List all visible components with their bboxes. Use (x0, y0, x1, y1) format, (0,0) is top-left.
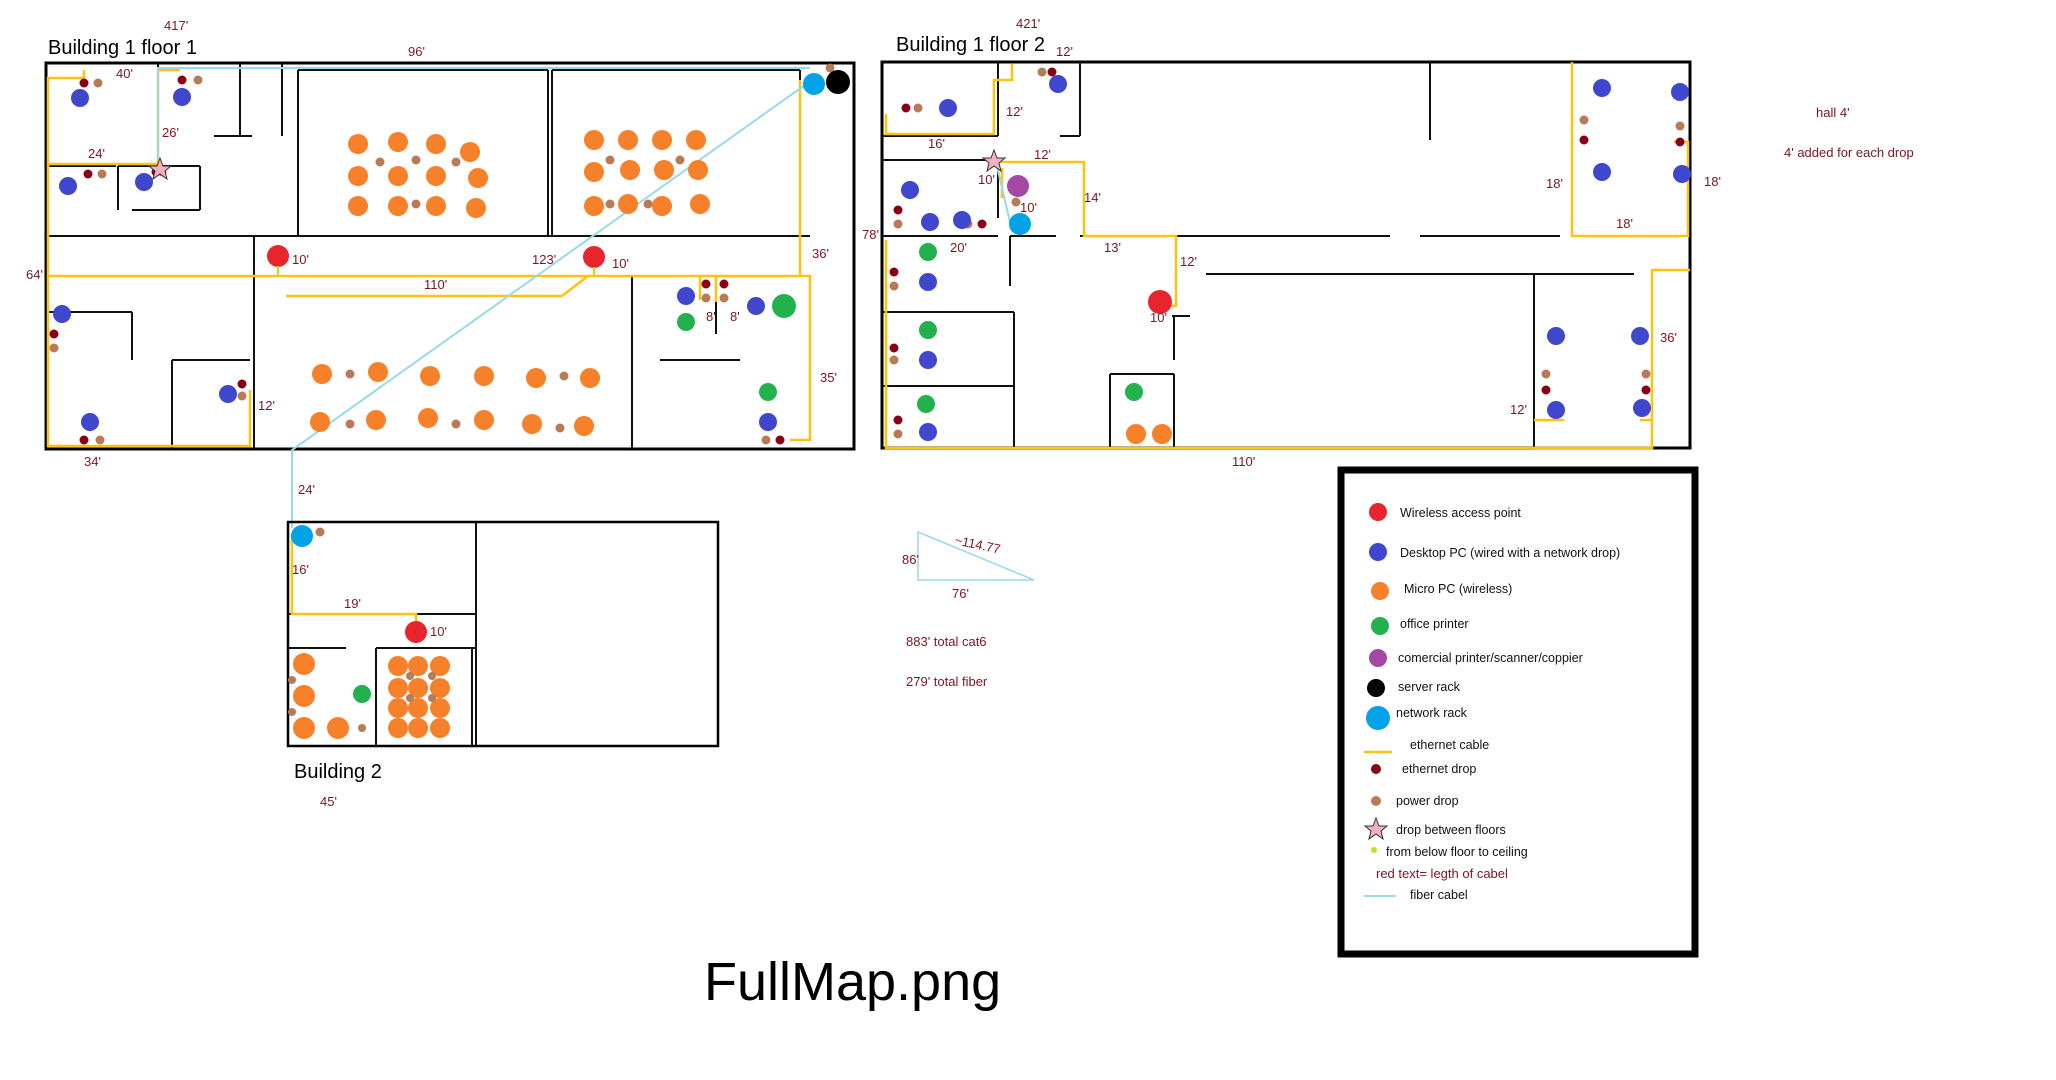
legend-label: ethernet cable (1410, 738, 1489, 752)
server-rack-icon (1367, 679, 1385, 697)
legend-label: server rack (1398, 680, 1461, 694)
dim-label: 19' (344, 596, 361, 611)
per-drop-note: 4' added for each drop (1784, 145, 1914, 160)
dim-label: 18' (1704, 174, 1721, 189)
dim-label: 123' (532, 252, 556, 267)
legend-label: office printer (1400, 617, 1469, 631)
dimension-labels-b2: 16' 19' 10' (292, 562, 447, 639)
dim-label: 16' (928, 136, 945, 151)
dim-label: 36' (1660, 330, 1677, 345)
dim-label: 14' (1084, 190, 1101, 205)
micro-pc-icon (1371, 582, 1389, 600)
legend-label: red text= legth of cabel (1376, 866, 1508, 881)
hall-note: hall 4' (1816, 105, 1850, 120)
dim-label: 24' (298, 482, 315, 497)
dim-label: 8' (730, 309, 740, 324)
triangle-side-b: 76' (952, 586, 969, 601)
legend-label: network rack (1396, 706, 1468, 720)
wireless-ap-icon (1369, 503, 1387, 521)
dim-label: 12' (1056, 44, 1073, 59)
fiber-triangle: ~114.77 86' 76' (902, 530, 1035, 601)
dim-label: 18' (1616, 216, 1633, 231)
legend-label: power drop (1396, 794, 1459, 808)
total-cat6: 883' total cat6 (906, 634, 987, 649)
dim-label: 36' (812, 246, 829, 261)
network-rack-icon (1366, 706, 1390, 730)
dim-label: 34' (84, 454, 101, 469)
desktop-pc-icon (1369, 543, 1387, 561)
legend-label: Micro PC (wireless) (1404, 582, 1512, 596)
dim-label: 110' (424, 277, 447, 292)
dim-label: 26' (162, 125, 179, 140)
building1-floor2-total: 421' (1016, 16, 1040, 31)
building1-floor1-title: Building 1 floor 1 (48, 37, 197, 59)
dim-label: 64' (26, 267, 43, 282)
dim-label: 18' (1546, 176, 1563, 191)
dim-label: 10' (1150, 310, 1167, 325)
legend-label: from below floor to ceiling (1386, 845, 1528, 859)
building2-total: 45' (320, 794, 337, 809)
dim-label: 10' (978, 172, 995, 187)
legend-label: drop between floors (1396, 823, 1506, 837)
dim-label: 16' (292, 562, 309, 577)
total-fiber: 279' total fiber (906, 674, 988, 689)
legend-label: comercial printer/scanner/coppier (1398, 651, 1583, 665)
dim-label: 40' (116, 66, 133, 81)
dimension-labels-b1f1: 96' 40' 26' 24' 10' 10' 123' 110' 64' 36… (26, 44, 837, 497)
legend-label: fiber cabel (1410, 888, 1468, 902)
dim-label: 8' (706, 309, 716, 324)
ethernet-drop-icon (1371, 764, 1381, 774)
dim-label: 24' (88, 146, 105, 161)
legend: Wireless access point Desktop PC (wired … (1337, 466, 1699, 958)
dim-label: 110' (1232, 454, 1255, 469)
building1-floor2-title: Building 1 floor 2 (896, 34, 1045, 56)
dim-label: 35' (820, 370, 837, 385)
dim-label: 12' (1034, 147, 1051, 162)
dim-label: 10' (1020, 200, 1037, 215)
dim-label: 78' (862, 227, 879, 242)
dim-label: 10' (430, 624, 447, 639)
triangle-side-a: 86' (902, 552, 919, 567)
office-printer-icon (1371, 617, 1389, 635)
commercial-printer-icon (1369, 649, 1387, 667)
building1-floor2 (880, 60, 1692, 450)
dim-label: 12' (1180, 254, 1197, 269)
dim-label: 20' (950, 240, 967, 255)
building1-floor1 (44, 61, 856, 528)
dim-label: 12' (1510, 402, 1527, 417)
building1-floor1-total: 417' (164, 18, 188, 33)
dim-label: 12' (258, 398, 275, 413)
dimension-labels-b1f2: 12' 12' 16' 10' 12' 10' 14' 20' 78' 13' … (862, 44, 1721, 469)
dim-label: 13' (1104, 240, 1121, 255)
building2 (286, 520, 720, 748)
power-drop-icon (1371, 796, 1381, 806)
building2-title: Building 2 (294, 761, 382, 783)
legend-label: ethernet drop (1402, 762, 1476, 776)
image-caption: FullMap.png (704, 952, 1001, 1012)
legend-label: Desktop PC (wired with a network drop) (1400, 546, 1620, 560)
star-icon (1363, 816, 1389, 841)
green-dot-icon (1371, 847, 1377, 853)
legend-label: Wireless access point (1400, 506, 1521, 520)
dim-label: 10' (292, 252, 309, 267)
dim-label: 10' (612, 256, 629, 271)
dim-label: 12' (1006, 104, 1023, 119)
dim-label: 96' (408, 44, 425, 59)
triangle-hypotenuse: ~114.77 (953, 532, 1001, 556)
